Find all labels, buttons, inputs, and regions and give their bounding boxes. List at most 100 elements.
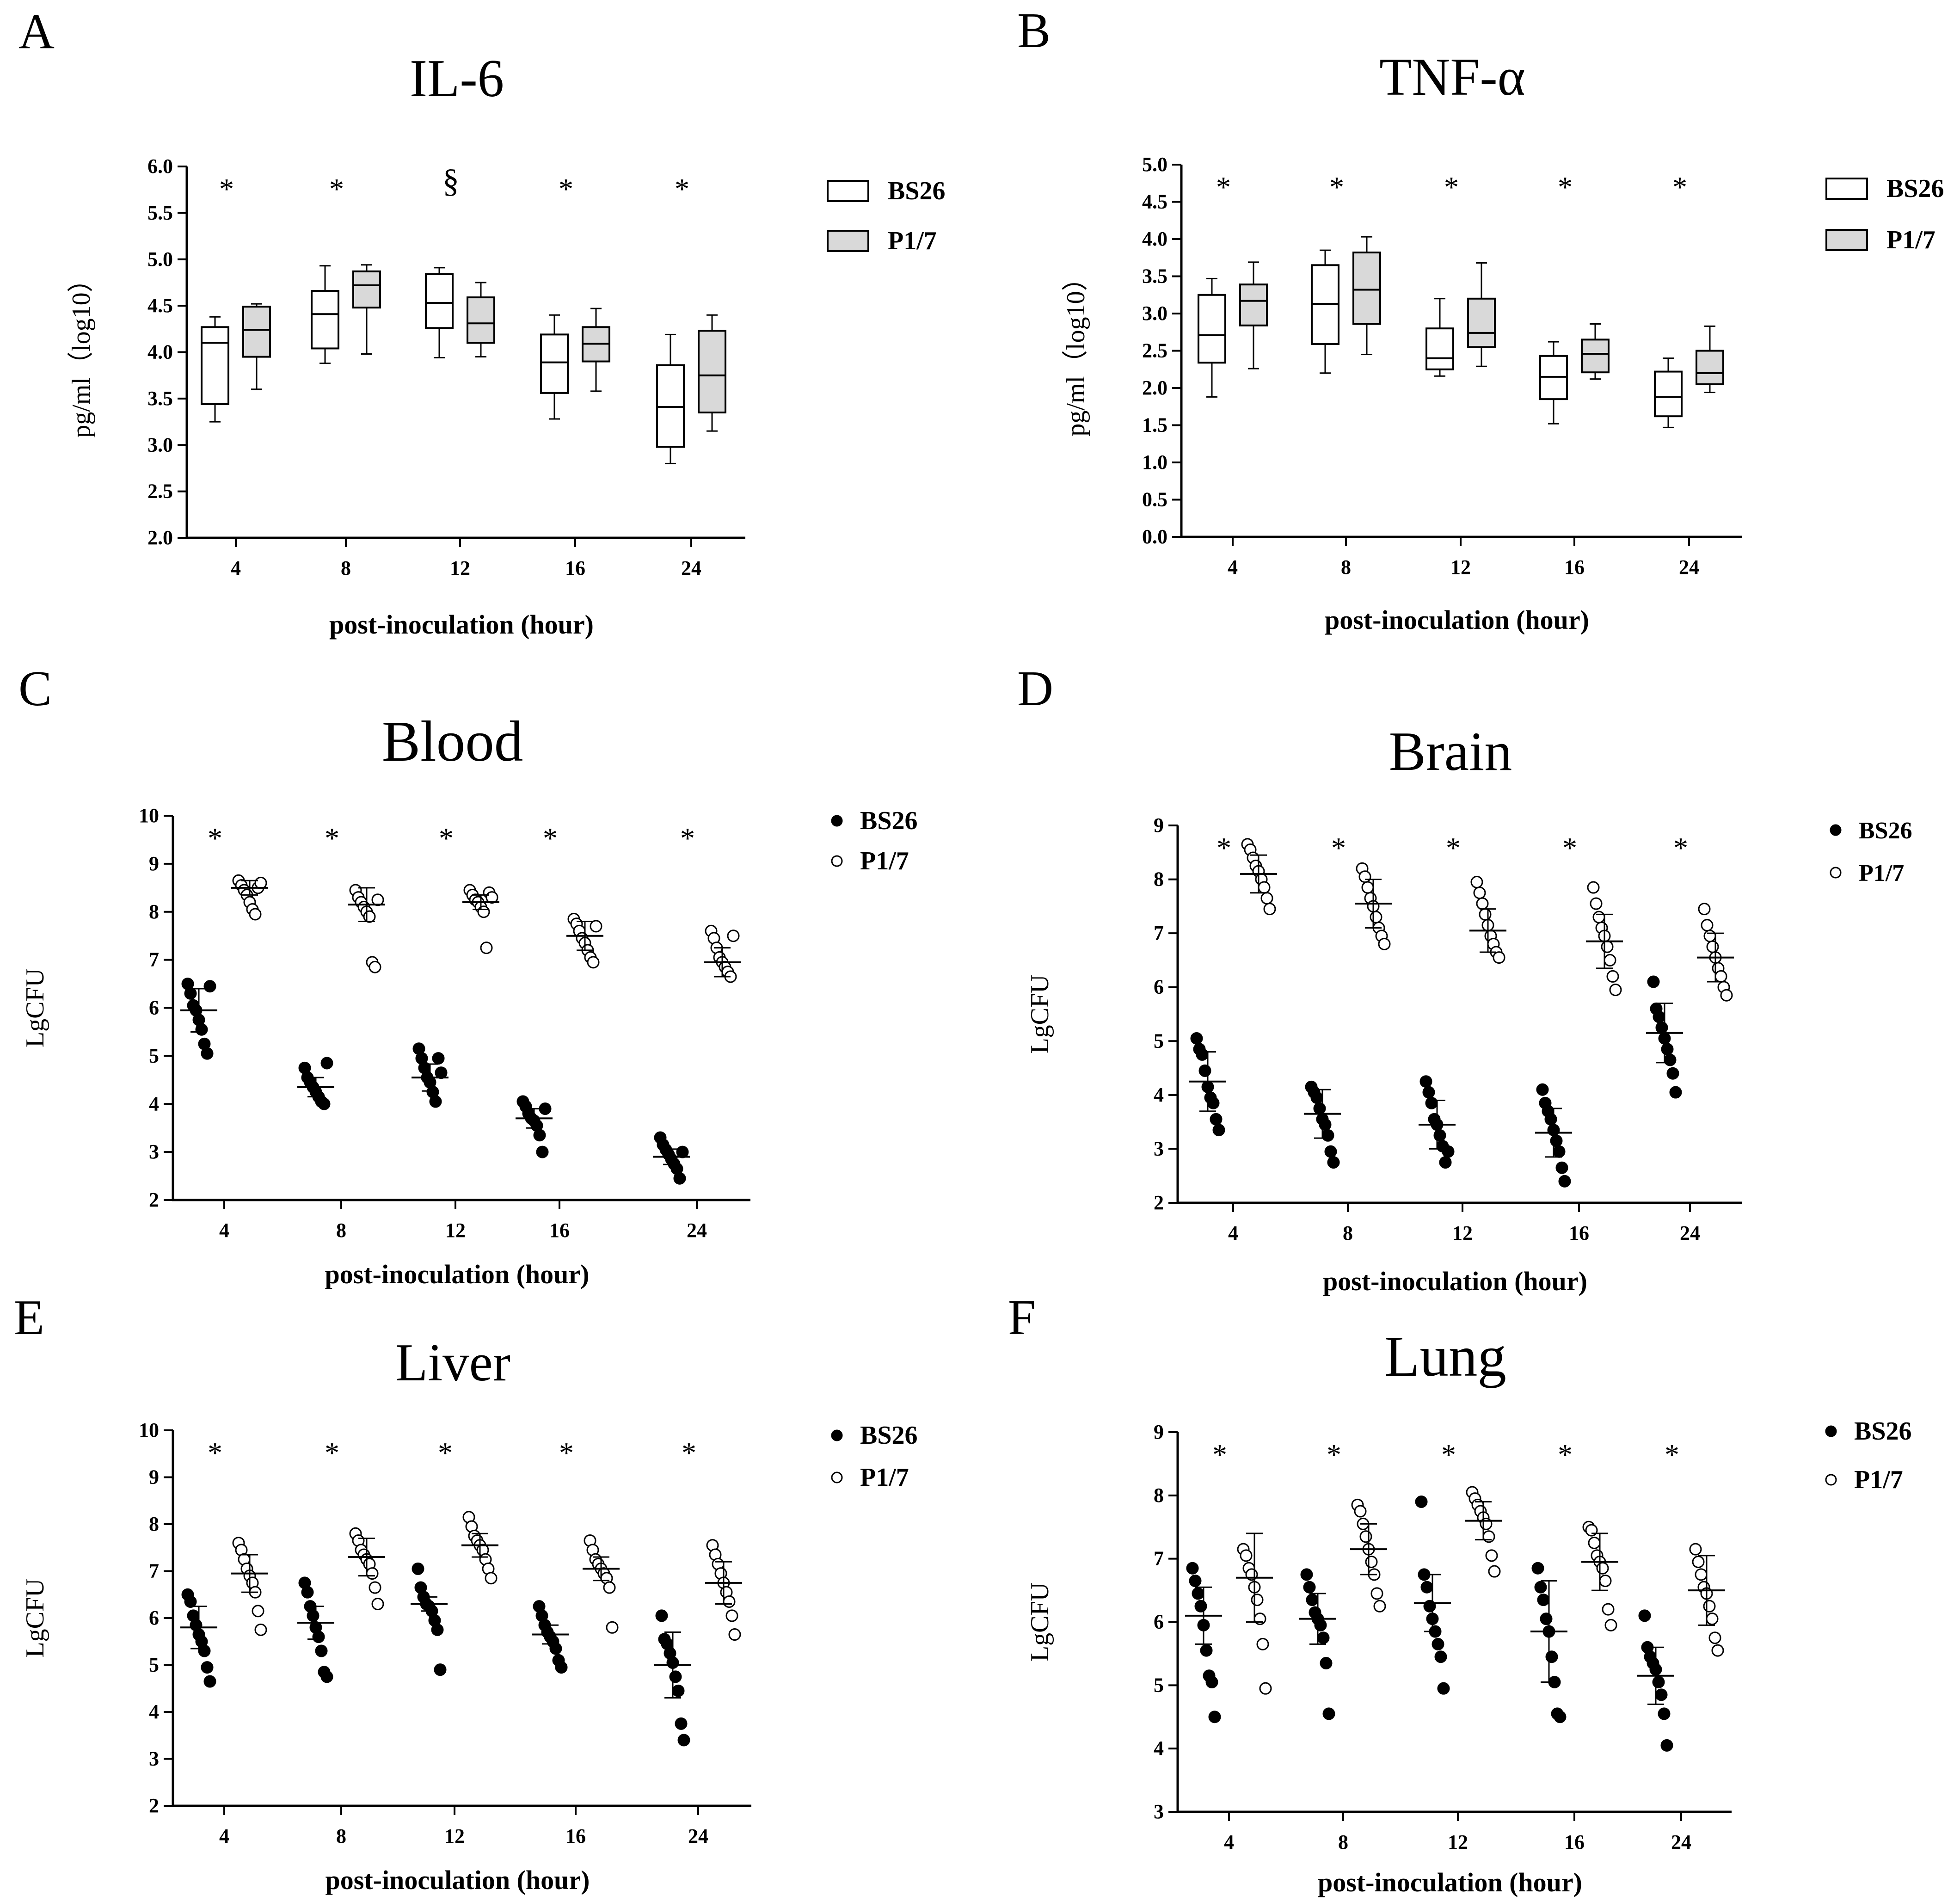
point-group-bs26-8h <box>1299 1568 1336 1720</box>
data-point <box>480 942 493 954</box>
data-point <box>1370 911 1382 923</box>
y-tick-label: 5.5 <box>147 201 173 224</box>
significance-marker: * <box>559 172 573 205</box>
chart-title: Blood <box>382 710 523 774</box>
point-group-bs26-4h <box>1185 1562 1222 1723</box>
legend-label: P1/7 <box>860 1463 909 1492</box>
box-p17-12h <box>1467 262 1496 367</box>
data-point <box>1706 940 1719 953</box>
point-group-p17-4h <box>231 874 268 921</box>
data-point <box>1439 1156 1452 1169</box>
x-tick-label: 12 <box>445 1219 466 1242</box>
data-point <box>432 1052 445 1065</box>
y-tick-label: 2.5 <box>147 480 173 503</box>
box-body <box>1696 350 1724 385</box>
point-group-bs26-12h <box>1419 1075 1456 1169</box>
data-point <box>1664 1053 1677 1066</box>
box-body <box>201 326 229 405</box>
y-tick-label: 3 <box>149 1140 159 1163</box>
data-point <box>1420 1581 1433 1594</box>
x-tick-label: 16 <box>1564 1831 1585 1853</box>
x-tick-label: 24 <box>687 1219 707 1242</box>
data-point <box>1361 881 1374 894</box>
point-group-bs26-24h <box>1637 1609 1674 1752</box>
y-axis-label: LgCFU <box>1026 1582 1054 1662</box>
data-point <box>1415 1496 1428 1508</box>
y-tick-label: 1.5 <box>1142 414 1167 437</box>
point-group-bs26-12h <box>1414 1496 1451 1695</box>
y-tick-label: 2.0 <box>1142 376 1167 399</box>
box-bs26-8h <box>1311 249 1339 374</box>
data-point <box>184 987 197 1000</box>
legend-marker-bs26 <box>1825 1425 1837 1437</box>
y-tick-label: 5.0 <box>147 248 173 271</box>
panel-label: E <box>14 1290 44 1345</box>
y-tick-label: 9 <box>1154 814 1164 837</box>
data-point <box>1695 1568 1708 1581</box>
data-point <box>1531 1562 1544 1575</box>
data-point <box>1553 1145 1566 1158</box>
box-body <box>425 273 454 329</box>
point-group-p17-8h <box>1355 862 1392 950</box>
data-point <box>1434 1650 1447 1663</box>
panel-label: F <box>1008 1290 1036 1345</box>
data-point <box>1476 897 1489 910</box>
y-axis-label: pg/ml（log10） <box>67 266 96 437</box>
point-group-p17-16h <box>1586 881 1623 997</box>
data-point <box>672 1684 685 1697</box>
y-tick-label: 6 <box>1154 976 1164 998</box>
y-tick-label: 3 <box>149 1748 159 1770</box>
data-point <box>603 1581 616 1594</box>
data-point <box>1256 1637 1269 1650</box>
data-point <box>1604 954 1616 966</box>
data-point <box>1485 1549 1498 1562</box>
point-group-p17-16h <box>583 1534 620 1634</box>
data-point <box>1263 903 1276 916</box>
data-point <box>1692 1556 1705 1569</box>
point-group-p17-24h <box>704 924 741 983</box>
data-point <box>1479 908 1492 921</box>
legend-marker-bs26 <box>831 1429 843 1441</box>
data-point <box>1321 1129 1334 1142</box>
data-point <box>1253 1613 1266 1625</box>
legend-swatch-bs26 <box>1825 178 1868 200</box>
data-point <box>254 1623 267 1636</box>
data-point <box>1190 1032 1203 1045</box>
significance-marker: * <box>543 822 558 855</box>
data-point <box>195 1023 208 1036</box>
data-point <box>1599 1575 1612 1588</box>
chart-title: Liver <box>395 1333 510 1392</box>
box-p17-24h <box>1696 325 1724 394</box>
y-tick-label: 9 <box>149 852 159 875</box>
significance-marker: * <box>1444 171 1459 203</box>
legend-label: BS26 <box>888 177 946 205</box>
legend-marker-p17 <box>831 1471 843 1483</box>
data-point <box>1442 1145 1455 1158</box>
data-point <box>1655 1021 1668 1034</box>
data-point <box>1550 1134 1563 1147</box>
data-point <box>1208 1711 1221 1723</box>
data-point <box>1251 1594 1264 1607</box>
y-tick-label: 4 <box>149 1092 159 1115</box>
data-point <box>1194 1600 1207 1613</box>
x-tick-label: 8 <box>336 1219 346 1242</box>
panel-label: D <box>1017 661 1053 716</box>
data-point <box>1638 1609 1651 1622</box>
data-point <box>1660 1739 1673 1752</box>
x-tick-label: 4 <box>219 1219 229 1242</box>
data-point <box>1655 1688 1668 1701</box>
panel-label: C <box>18 661 52 716</box>
x-tick-label: 8 <box>1341 556 1351 579</box>
point-group-p17-24h <box>1688 1543 1725 1657</box>
box-bs26-24h <box>1654 357 1683 428</box>
legend-label: BS26 <box>860 806 918 835</box>
data-point <box>363 910 376 923</box>
data-point <box>1259 1682 1272 1695</box>
point-group-p17-16h <box>566 912 603 969</box>
data-point <box>533 1129 546 1142</box>
data-point <box>606 1621 619 1634</box>
point-group-bs26-12h <box>412 1042 449 1108</box>
data-point <box>1661 1043 1674 1056</box>
box-body <box>656 364 685 448</box>
data-point <box>301 1586 314 1599</box>
